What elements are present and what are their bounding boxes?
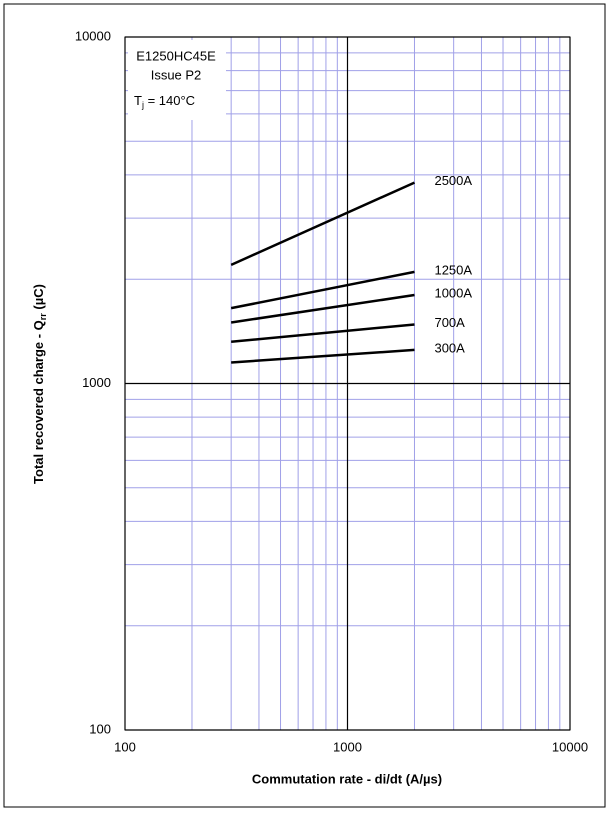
data-line [230, 293, 415, 324]
data-line [231, 348, 415, 364]
frame [3, 3, 606, 808]
y-axis-label: Total recovered charge - Qrr (µC) [31, 284, 48, 484]
series-label: 2500A [434, 173, 472, 188]
data-line [231, 323, 415, 343]
annotation-subscript: j [141, 100, 144, 110]
annotation-box [128, 40, 226, 120]
data-line [230, 270, 415, 310]
plot-border [124, 36, 571, 731]
y-tick-label: 1000 [82, 375, 111, 390]
grid [124, 36, 571, 731]
y-tick-label: 10000 [75, 28, 111, 43]
y-tick-label: 100 [89, 721, 111, 736]
series-label: 1250A [434, 262, 472, 277]
annotation: Tj = 140°C [134, 93, 195, 110]
series-label: 700A [434, 315, 465, 330]
annotation: E1250HC45E [136, 48, 216, 63]
x-tick-label: 10000 [552, 739, 588, 754]
y-axis-label-subscript: rr [38, 313, 48, 321]
x-axis-label: Commutation rate - di/dt (A/µs) [252, 771, 442, 786]
data-line [230, 181, 415, 266]
x-tick-label: 1000 [333, 739, 362, 754]
x-tick-label: 100 [114, 739, 136, 754]
series-label: 1000A [434, 285, 472, 300]
y-axis-label-unit: (µC) [31, 284, 46, 313]
y-axis-label-text: Total recovered charge - Q [31, 320, 46, 484]
series-label: 300A [434, 340, 465, 355]
annotation: Issue P2 [151, 67, 202, 82]
annotation-symbol: T [134, 93, 142, 108]
annotation-condition: = 140°C [144, 93, 195, 108]
plot [230, 181, 415, 364]
